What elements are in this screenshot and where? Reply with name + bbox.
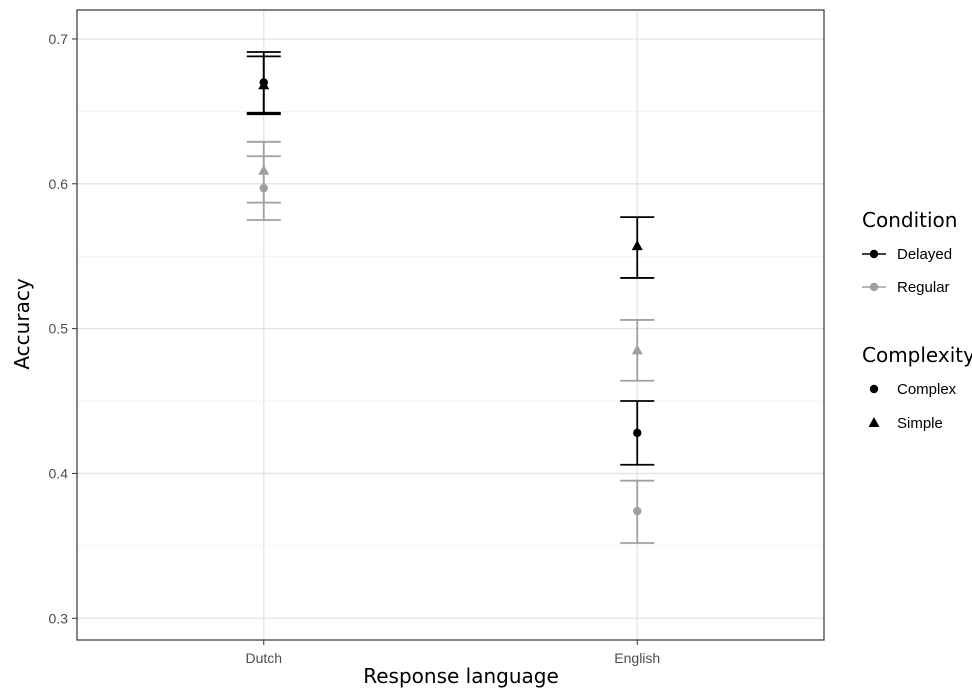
data-point-simple [258, 164, 270, 175]
x-tick-label: English [614, 650, 660, 666]
legend: Condition Delayed Regular Complexity Com… [862, 208, 972, 432]
legend-condition-title: Condition [862, 208, 957, 232]
legend-delayed-point [869, 249, 879, 259]
plot-series [246, 51, 655, 544]
data-point-simple [258, 79, 270, 90]
legend-complexity-simple: Simple [868, 415, 943, 432]
data-point-complex [633, 428, 642, 438]
y-tick-label: 0.4 [49, 465, 69, 481]
legend-delayed-label: Delayed [897, 246, 952, 263]
data-point-simple [631, 344, 643, 355]
x-axis-title: Response language [363, 664, 559, 688]
data-point-complex [259, 183, 268, 193]
x-tick-label: Dutch [245, 650, 282, 666]
legend-condition-delayed: Delayed [862, 246, 952, 263]
y-tick-label: 0.5 [49, 321, 69, 337]
legend-complex-point [869, 384, 879, 394]
legend-complexity-title: Complexity [862, 343, 972, 367]
y-axis-title: Accuracy [10, 278, 34, 369]
legend-regular-point [869, 282, 879, 292]
grid [77, 10, 824, 640]
panel-border [76, 9, 825, 641]
legend-condition-regular: Regular [862, 279, 950, 296]
legend-simple-label: Simple [897, 415, 943, 432]
legend-complex-label: Complex [897, 381, 957, 398]
legend-simple-point [868, 417, 880, 427]
y-tick-label: 0.3 [49, 610, 69, 626]
y-tick-label: 0.7 [49, 31, 69, 47]
legend-regular-label: Regular [897, 279, 950, 296]
y-tick-label: 0.6 [49, 176, 69, 192]
data-point-simple [631, 240, 643, 251]
legend-complexity-complex: Complex [869, 381, 957, 398]
data-point-complex [633, 506, 642, 516]
axes: 0.3 0.4 0.5 0.6 0.7 Dutch English [49, 31, 661, 666]
